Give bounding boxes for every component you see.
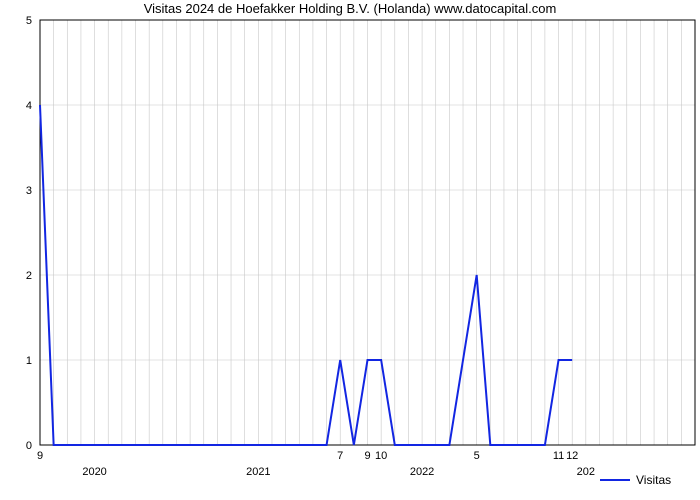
y-tick-label: 5 [26, 15, 32, 27]
x-month-label: 9 [37, 450, 43, 462]
y-tick-label: 2 [26, 270, 32, 282]
x-month-label: 5 [474, 450, 480, 462]
y-tick-label: 0 [26, 440, 32, 452]
x-month-label: 11 [553, 450, 564, 462]
x-month-label: 12 [566, 450, 578, 462]
x-month-label: 10 [375, 450, 387, 462]
y-tick-label: 1 [26, 355, 32, 367]
chart-svg: Visitas 2024 de Hoefakker Holding B.V. (… [0, 0, 700, 500]
x-year-label: 2021 [246, 466, 270, 478]
x-month-label: 7 [337, 450, 343, 462]
y-tick-label: 4 [26, 100, 32, 112]
visits-chart: Visitas 2024 de Hoefakker Holding B.V. (… [0, 0, 700, 500]
legend-label: Visitas [636, 473, 671, 487]
x-year-label: 2020 [82, 466, 106, 478]
chart-title: Visitas 2024 de Hoefakker Holding B.V. (… [144, 1, 557, 16]
x-year-label: 202 [577, 466, 595, 478]
x-month-label: 9 [364, 450, 370, 462]
x-year-label: 2022 [410, 466, 434, 478]
y-tick-label: 3 [26, 185, 32, 197]
